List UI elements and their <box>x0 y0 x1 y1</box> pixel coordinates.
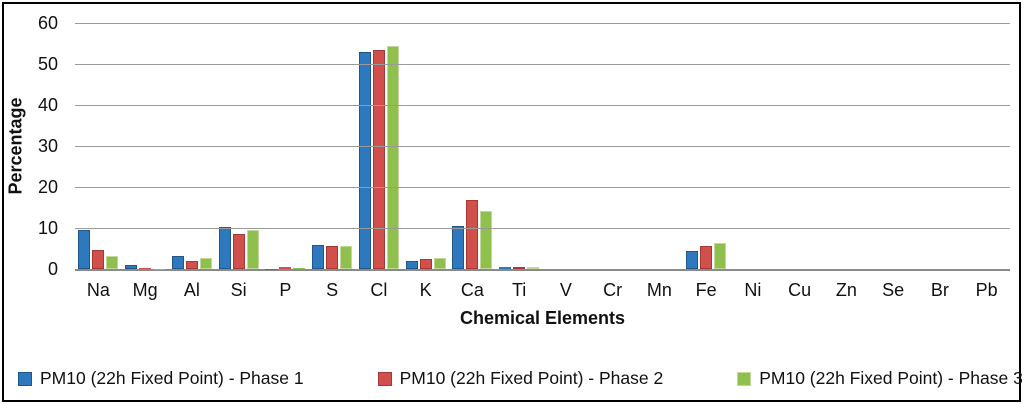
bar <box>386 45 399 269</box>
y-gridline <box>75 64 1010 65</box>
y-gridline <box>75 187 1010 188</box>
bar <box>312 244 325 269</box>
x-axis: Na Mg Al Si P S Cl K Ca Ti V Cr Mn Fe Ni Cu Zn Se Br Pb <box>75 280 1010 301</box>
x-tick-label: Fe <box>695 280 717 300</box>
legend-label: PM10 (22h Fixed Point) - Phase 3 <box>759 368 1023 388</box>
y-tick-label: 60 <box>37 13 58 33</box>
bar <box>139 268 152 269</box>
x-tick-label: Ti <box>511 280 527 300</box>
bar-group-na <box>75 23 122 269</box>
x-tick-label: Si <box>230 280 247 300</box>
bar <box>466 200 479 269</box>
bar <box>419 258 432 269</box>
x-tick-label: Cu <box>788 280 812 300</box>
bar <box>326 245 339 269</box>
x-tick-label: Cl <box>370 280 388 300</box>
bar <box>405 260 418 269</box>
x-tick-label: Mn <box>646 280 672 300</box>
y-tick-label: 30 <box>37 136 58 156</box>
bar <box>279 267 292 269</box>
x-tick-label: S <box>326 280 339 300</box>
y-tick-label: 40 <box>37 95 58 115</box>
bar-group-ti <box>496 23 543 269</box>
bar <box>185 261 198 269</box>
x-tick-label: Ni <box>744 280 762 300</box>
bar <box>232 233 245 269</box>
legend-label: PM10 (22h Fixed Point) - Phase 1 <box>40 368 304 388</box>
bar <box>78 230 91 269</box>
bar <box>171 256 184 269</box>
legend-marker <box>737 371 752 386</box>
x-tick-label: Pb <box>975 280 998 300</box>
legend-item: PM10 (22h Fixed Point) - Phase 3 <box>737 368 1023 389</box>
y-gridline <box>75 23 1010 24</box>
x-axis-title: Chemical Elements <box>459 308 626 328</box>
bar <box>92 250 105 269</box>
bar <box>372 49 385 269</box>
x-tick-label: Mg <box>132 280 158 300</box>
bar <box>358 51 371 269</box>
y-tick-label: 10 <box>37 218 58 238</box>
bar-group-s <box>309 23 356 269</box>
bar <box>452 225 465 269</box>
x-tick-label: V <box>559 280 572 300</box>
y-gridline <box>75 105 1010 106</box>
x-tick-label: Br <box>930 280 949 300</box>
bar-group-si <box>215 23 262 269</box>
x-tick-label: Zn <box>835 280 857 300</box>
x-tick-label: Cr <box>603 280 623 300</box>
bar <box>686 250 699 269</box>
x-tick-label: P <box>279 280 292 300</box>
bar <box>293 268 306 269</box>
y-tick-label: 0 <box>47 259 58 279</box>
bar-group-p <box>262 23 309 269</box>
y-tick-label: 20 <box>37 177 58 197</box>
bar <box>513 266 526 269</box>
y-gridline <box>75 146 1010 147</box>
bar-group-ca <box>449 23 496 269</box>
legend-marker <box>18 371 32 386</box>
legend-marker <box>377 371 392 386</box>
x-tick-label: Na <box>86 280 110 300</box>
bar-groups <box>75 23 1010 269</box>
x-tick-label: Al <box>183 280 200 300</box>
legend-item: PM10 (22h Fixed Point) - Phase 2 <box>377 368 664 389</box>
bar-group-k <box>402 23 449 269</box>
bar <box>246 229 259 269</box>
y-gridline <box>75 228 1010 229</box>
x-tick-label: K <box>419 280 432 300</box>
legend-label: PM10 (22h Fixed Point) - Phase 2 <box>399 368 664 388</box>
bar <box>125 264 138 269</box>
legend-item: PM10 (22h Fixed Point) - Phase 1 <box>18 368 304 389</box>
plot-area <box>75 23 1010 271</box>
bar <box>218 226 231 269</box>
bar-group-mg <box>122 23 169 269</box>
bar <box>433 257 446 269</box>
bar <box>527 266 540 269</box>
bar <box>714 243 727 269</box>
y-tick-label: 50 <box>37 54 58 74</box>
bar-group-al <box>169 23 216 269</box>
legend: PM10 (22h Fixed Point) - Phase 1 PM10 (22… <box>18 368 1023 389</box>
y-axis: 0 10 20 30 40 50 60 <box>0 13 66 279</box>
bar-group-cl <box>356 23 403 269</box>
bar <box>340 246 353 269</box>
x-tick-label: Se <box>882 280 905 300</box>
bar-group-fe <box>683 23 730 269</box>
bar <box>199 258 212 269</box>
bar <box>480 210 493 269</box>
bar <box>106 255 119 269</box>
bar <box>499 267 512 269</box>
x-tick-label: Ca <box>460 280 484 300</box>
bar <box>700 246 713 269</box>
